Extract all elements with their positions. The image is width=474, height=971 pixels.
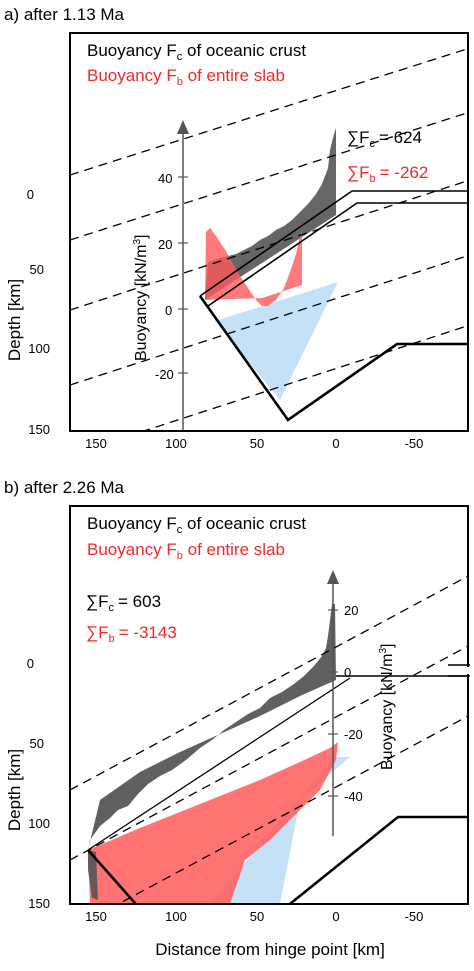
- panel-b-plot: [70, 570, 468, 904]
- panel-a-x-tick-5: -50: [405, 436, 424, 451]
- panel-b-buoy-tick-4: -40: [344, 789, 363, 804]
- panel-a-sum-fb: ∑Fb = -262: [347, 163, 428, 185]
- panel-b-label: b) after 2.26 Ma: [4, 478, 125, 497]
- panel-b-sum-fc: ∑Fc = 603: [86, 592, 161, 614]
- panel-b-legend-crust: Buoyancy Fc of oceanic crust: [87, 514, 306, 536]
- panel-a-x-tick-2: 100: [165, 436, 187, 451]
- panel-b-dashed-line-2: [70, 645, 468, 861]
- panel-a-x-tick-3: 50: [250, 436, 264, 451]
- panel-b-y-tick-4: 150: [28, 896, 50, 911]
- panel-a-dashed-line-2: [70, 111, 468, 241]
- panel-b-x-tick-2: 100: [165, 909, 187, 924]
- panel-b-legend-slab: Buoyancy Fb of entire slab: [87, 540, 285, 562]
- panel-a-buoy-tick-1: 40: [158, 171, 172, 186]
- panel-a-buoy-tick-4: -20: [155, 367, 174, 382]
- panel-b-frame: [69, 505, 469, 905]
- panel-b-y-tick-3: 100: [28, 816, 50, 831]
- panel-a-plot: [70, 47, 468, 431]
- panel-a-buoy-tick-3: 0: [165, 303, 172, 318]
- panel-a-dashed-line-1: [70, 47, 468, 176]
- x-axis-label: Distance from hinge point [km]: [155, 940, 385, 959]
- panel-b-buoyancy-label: Buoyancy [kN/m3]: [378, 644, 396, 771]
- panel-b-x-tick-5: -50: [405, 909, 424, 924]
- panel-a-blue-area: [215, 282, 338, 400]
- panel-a-buoyancy-label: Buoyancy [kN/m3]: [132, 235, 150, 362]
- panel-b-y-label: Depth [km]: [5, 749, 24, 831]
- panel-a-slab-base: [198, 295, 468, 422]
- panel-b-y-tick-1: 0: [27, 656, 34, 671]
- panel-b-x-tick-4: 0: [332, 909, 339, 924]
- panel-a-buoy-tick-2: 20: [158, 237, 172, 252]
- panel-a-sum-fc: ∑Fc = 624: [347, 128, 422, 150]
- panel-a-frame: [69, 32, 469, 432]
- panel-a-y-tick-2: 50: [30, 262, 44, 277]
- panel-a-y-tick-4: 150: [28, 422, 50, 437]
- panel-a-y-label: Depth [km]: [5, 279, 24, 361]
- panel-b-x-tick-3: 50: [250, 909, 264, 924]
- panel-b-x-tick-1: 150: [85, 909, 107, 924]
- panel-a-dashed-line-5: [141, 324, 468, 431]
- panel-a-x-tick-1: 150: [85, 436, 107, 451]
- panel-b-slab-buoyancy: [88, 742, 338, 904]
- panel-b-buoy-tick-1: 20: [344, 603, 358, 618]
- panel-a-slab-top: [199, 190, 468, 297]
- panel-b-crust-tail: [88, 850, 98, 900]
- panel-b-lower-boundary: [287, 815, 468, 904]
- panel-a-buoyancy-arrow: [177, 120, 189, 134]
- panel-a-label: a) after 1.13 Ma: [4, 5, 125, 24]
- panel-b-buoy-tick-3: -20: [344, 727, 363, 742]
- panel-b-y-tick-2: 50: [30, 736, 44, 751]
- panel-a-y-tick-3: 100: [28, 341, 50, 356]
- panel-a-slab-buoyancy: [205, 228, 302, 306]
- panel-a-crust-buoyancy: [205, 128, 336, 300]
- panel-b-sum-fb: ∑Fb = -3143: [86, 623, 177, 645]
- panel-a-legend-crust: Buoyancy Fc of oceanic crust: [87, 41, 306, 63]
- panel-b-dashed-line-3: [116, 715, 468, 904]
- panel-a-dashed-line-4: [70, 254, 468, 386]
- panel-a-dashed-line-3: [70, 179, 468, 311]
- panel-b-buoy-tick-2: 0: [344, 665, 351, 680]
- panel-b-dashed-line-1: [70, 575, 468, 791]
- panel-a-x-tick-4: 0: [332, 436, 339, 451]
- panel-a-slab-surface: [207, 202, 468, 307]
- panel-b-slab-top: [87, 677, 351, 851]
- panel-a-legend-slab: Buoyancy Fb of entire slab: [87, 66, 285, 88]
- panel-b-blue-area: [210, 757, 350, 904]
- panel-b-slab-base: [87, 849, 138, 904]
- panel-b-buoyancy-arrow: [327, 570, 339, 584]
- panel-a-y-tick-1: 0: [27, 187, 34, 202]
